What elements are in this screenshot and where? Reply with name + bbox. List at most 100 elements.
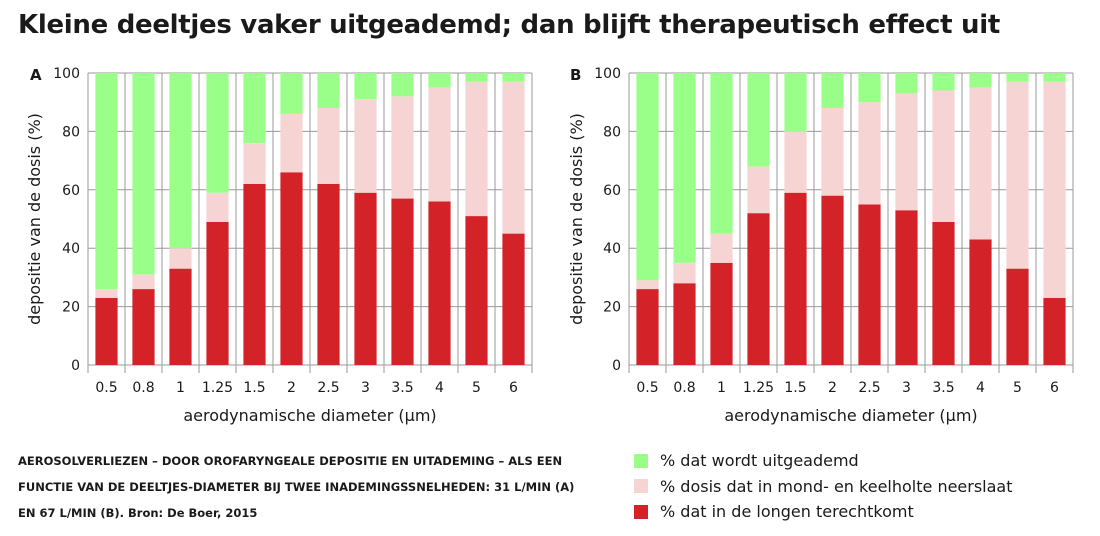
bar-throat (243, 143, 266, 184)
bar-exhaled (206, 73, 229, 193)
caption-line-1: Aerosolverliezen – door orofaryngeale de… (18, 454, 563, 468)
bar-exhaled (895, 73, 918, 94)
x-tick-label: 3 (361, 380, 370, 396)
y-tick-label: 80 (603, 124, 621, 140)
legend-label-lungs: % dat in de longen terechtkomt (660, 502, 914, 522)
bar-exhaled (636, 73, 659, 281)
x-tick-label: 0.8 (132, 380, 154, 396)
y-tick-label: 40 (603, 241, 621, 257)
y-tick-label: 20 (62, 300, 80, 316)
y-axis-label: depositie van de dosis (%) (567, 113, 586, 325)
x-tick-label: 1.5 (784, 380, 806, 396)
bar-throat (502, 81, 525, 234)
panel-label: B (570, 66, 581, 84)
x-tick-label: 2 (828, 380, 837, 396)
x-tick-label: 1 (176, 380, 185, 396)
bar-exhaled (95, 73, 118, 290)
figure-caption: Aerosolverliezen – door orofaryngeale de… (18, 448, 578, 526)
legend: % dat wordt uitgeademd % dosis dat in mo… (634, 448, 1013, 525)
bar-exhaled (280, 73, 303, 114)
bar-exhaled (428, 73, 451, 88)
bar-throat (391, 96, 414, 199)
bar-exhaled (391, 73, 414, 97)
y-tick-label: 20 (603, 300, 621, 316)
bar-throat (206, 192, 229, 222)
bar-throat (95, 289, 118, 298)
bar-lungs (747, 213, 770, 365)
x-tick-label: 6 (509, 380, 518, 396)
bar-lungs (243, 183, 266, 365)
x-axis-label: aerodynamische diameter (µm) (183, 406, 436, 425)
bar-exhaled (354, 73, 377, 100)
x-tick-label: 1.25 (202, 380, 233, 396)
bar-throat (280, 113, 303, 173)
caption-source: Bron: De Boer, 2015 (124, 506, 258, 520)
bar-lungs (1043, 297, 1066, 365)
bar-throat (858, 102, 881, 205)
bar-lungs (858, 204, 881, 365)
bar-throat (428, 87, 451, 202)
bar-lungs (895, 210, 918, 365)
legend-item-exhaled: % dat wordt uitgeademd (634, 448, 1013, 474)
bar-exhaled (932, 73, 955, 91)
y-tick-label: 100 (594, 66, 621, 82)
bar-lungs (206, 221, 229, 365)
bar-throat (895, 93, 918, 211)
x-tick-label: 0.5 (95, 380, 117, 396)
bar-throat (969, 87, 992, 240)
y-tick-label: 40 (62, 241, 80, 257)
bar-throat (354, 99, 377, 193)
bar-lungs (465, 216, 488, 365)
x-tick-label: 4 (976, 380, 985, 396)
caption-line-2: functie van de deeltjes-diameter bij twe… (18, 480, 575, 494)
bar-throat (673, 262, 696, 284)
bar-throat (465, 81, 488, 217)
bar-exhaled (502, 73, 525, 82)
x-tick-label: 2.5 (858, 380, 880, 396)
y-axis-label: depositie van de dosis (%) (25, 113, 44, 325)
bar-throat (784, 131, 807, 193)
bar-lungs (317, 183, 340, 365)
bar-lungs (391, 198, 414, 365)
x-tick-label: 6 (1050, 380, 1059, 396)
bar-throat (636, 280, 659, 290)
bar-exhaled (243, 73, 266, 144)
legend-swatch-lungs (634, 504, 648, 519)
bar-throat (132, 274, 155, 290)
legend-item-throat: % dosis dat in mond- en keelholte neersl… (634, 474, 1013, 500)
bar-exhaled (317, 73, 340, 109)
y-tick-label: 0 (71, 358, 80, 374)
bar-lungs (95, 297, 118, 365)
x-tick-label: 1.5 (243, 380, 265, 396)
bar-lungs (280, 172, 303, 365)
bar-throat (317, 108, 340, 184)
legend-item-lungs: % dat in de longen terechtkomt (634, 499, 1013, 525)
bar-exhaled (1006, 73, 1029, 82)
x-tick-label: 4 (435, 380, 444, 396)
y-tick-label: 100 (53, 66, 80, 82)
bar-exhaled (465, 73, 488, 82)
y-tick-label: 80 (62, 124, 80, 140)
chart-b: 0.5 0.8 1 1.25 1.5 2 2.5 3 3.5 4 5 6020406080100Bae… (567, 66, 1074, 425)
bar-throat (710, 233, 733, 263)
x-tick-label: 1.25 (743, 380, 774, 396)
bar-exhaled (747, 73, 770, 167)
bar-throat (169, 248, 192, 269)
chart-a: 0.5 0.8 1 1.25 1.5 2 2.5 3 3.5 4 5 6020406080100Aae… (25, 66, 533, 425)
x-tick-label: 0.8 (673, 380, 695, 396)
bar-lungs (784, 192, 807, 365)
x-tick-label: 1 (717, 380, 726, 396)
bar-throat (821, 108, 844, 196)
bar-lungs (710, 262, 733, 365)
bar-throat (747, 166, 770, 214)
legend-swatch-exhaled (634, 453, 648, 468)
page-title: Kleine deeltjes vaker uitgeademd; dan bl… (18, 10, 1001, 40)
legend-label-throat: % dosis dat in mond- en keelholte neersl… (660, 476, 1013, 496)
bar-exhaled (784, 73, 807, 132)
bar-throat (1043, 81, 1066, 298)
x-tick-label: 3.5 (932, 380, 954, 396)
bar-lungs (1006, 268, 1029, 365)
bar-exhaled (169, 73, 192, 249)
bar-lungs (169, 268, 192, 365)
bar-exhaled (969, 73, 992, 88)
